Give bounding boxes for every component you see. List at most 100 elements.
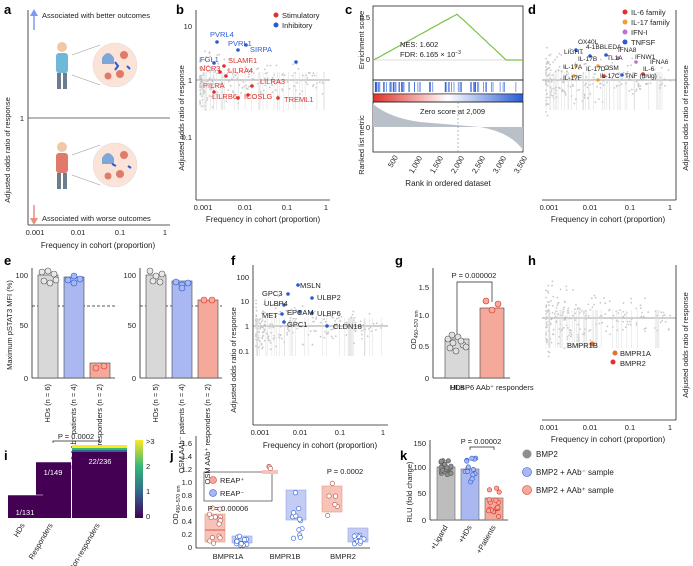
svg-text:1.0: 1.0 bbox=[419, 311, 429, 320]
panel-d: d Adjusted odds ratio of response 0.001 … bbox=[528, 2, 690, 224]
svg-text:EDA: EDA bbox=[608, 44, 622, 51]
svg-text:MSLN: MSLN bbox=[300, 281, 321, 290]
panel-d-ylabel: Adjusted odds ratio of response bbox=[681, 65, 690, 170]
panel-j: j OD450–570 nm 1.6 1.4 1.2 1.0 0.8 0.6 0.4 0.2 0… bbox=[169, 436, 370, 561]
k-pvalue: P = 0.00002 bbox=[461, 437, 502, 446]
panel-k: k RLU (fold change) 150 100 50 0 P = 0.0… bbox=[400, 437, 614, 555]
svg-text:1: 1 bbox=[20, 114, 24, 123]
j-pvalue-2: P = 0.0002 bbox=[327, 467, 363, 476]
panel-b: b Adjusted odds ratio of response 10 1 0… bbox=[176, 2, 330, 224]
svg-text:10: 10 bbox=[184, 22, 192, 31]
svg-text:0.4: 0.4 bbox=[182, 517, 192, 526]
svg-text:GPC3: GPC3 bbox=[262, 289, 282, 298]
panel-c-letter: c bbox=[345, 2, 352, 17]
svg-text:+Patients: +Patients bbox=[474, 523, 498, 555]
panel-k-letter: k bbox=[400, 448, 408, 463]
svg-text:TL1A: TL1A bbox=[607, 55, 623, 62]
svg-text:0: 0 bbox=[146, 512, 150, 521]
panel-j-letter: j bbox=[169, 448, 174, 463]
label-better: Associated with better outcomes bbox=[42, 11, 150, 20]
svg-text:EPCAM: EPCAM bbox=[287, 308, 314, 317]
c-zero-score: Zero score at 2,009 bbox=[420, 107, 485, 116]
svg-text:0.01: 0.01 bbox=[583, 423, 598, 432]
svg-text:0.001: 0.001 bbox=[540, 423, 559, 432]
svg-text:1: 1 bbox=[188, 76, 192, 85]
c-ranked-metric-area bbox=[373, 104, 523, 150]
svg-text:IFNA6: IFNA6 bbox=[650, 59, 669, 66]
svg-text:REAP⁺: REAP⁺ bbox=[220, 476, 244, 485]
c-enrichment-curve bbox=[372, 13, 523, 61]
panel-b-ylabel: Adjusted odds ratio of response bbox=[177, 65, 186, 170]
person-blue-icon bbox=[56, 42, 68, 89]
svg-text:0: 0 bbox=[425, 374, 429, 383]
svg-text:1: 1 bbox=[668, 203, 672, 212]
svg-text:3,000: 3,000 bbox=[491, 154, 508, 175]
i-heatmap-nonresponders bbox=[72, 445, 127, 518]
svg-text:1,500: 1,500 bbox=[428, 154, 445, 175]
panel-a-letter: a bbox=[4, 2, 12, 17]
svg-text:1: 1 bbox=[381, 428, 385, 437]
svg-text:1: 1 bbox=[668, 423, 672, 432]
svg-text:0: 0 bbox=[24, 374, 28, 383]
svg-text:0.5: 0.5 bbox=[360, 13, 370, 22]
svg-text:IL-17 family: IL-17 family bbox=[631, 18, 670, 27]
svg-text:4-1BBL: 4-1BBL bbox=[586, 44, 608, 51]
svg-text:50: 50 bbox=[128, 321, 136, 330]
e-ylabel: Maximum pSTAT3 MFI (%) bbox=[5, 280, 14, 370]
svg-text:+Ligand: +Ligand bbox=[428, 524, 449, 552]
svg-text:REAP⁻: REAP⁻ bbox=[220, 489, 244, 498]
k-legend-aab-neg: BMP2 + AAb⁻ sample bbox=[536, 468, 614, 477]
svg-text:IFN-I: IFN-I bbox=[631, 28, 648, 37]
c-xlabel: Rank in ordered dataset bbox=[405, 179, 491, 188]
panel-h: h Adjusted odds ratio of response 0.001 … bbox=[528, 253, 690, 444]
svg-text:IFNA8: IFNA8 bbox=[618, 47, 637, 54]
svg-text:BMPR1B: BMPR1B bbox=[270, 552, 301, 561]
svg-text:100: 100 bbox=[236, 273, 249, 282]
svg-text:TNF (drug): TNF (drug) bbox=[625, 73, 657, 80]
svg-text:2: 2 bbox=[146, 462, 150, 471]
b-label-ncr3: NCR3 bbox=[200, 64, 220, 73]
svg-text:GPC1: GPC1 bbox=[287, 320, 307, 329]
panel-d-xlabel: Frequency in cohort (proportion) bbox=[551, 215, 666, 224]
svg-text:0.1: 0.1 bbox=[282, 203, 292, 212]
b-label-lilrb6: LILRB6 bbox=[212, 92, 237, 101]
svg-text:0.8: 0.8 bbox=[182, 491, 192, 500]
panel-f-ylabel: Adjusted odds ratio of response bbox=[229, 307, 238, 412]
c-hit-ticks bbox=[374, 82, 517, 92]
panel-h-letter: h bbox=[528, 253, 536, 268]
svg-text:IL-6: IL-6 bbox=[643, 66, 655, 73]
svg-text:500: 500 bbox=[386, 154, 400, 169]
b-background-points bbox=[199, 40, 325, 111]
b-label-pvrl4: PVRL4 bbox=[210, 30, 234, 39]
c-fdr: FDR: 6.165 × 10−3 bbox=[400, 50, 461, 59]
svg-text:0: 0 bbox=[188, 543, 192, 552]
panel-a: a Adjusted odds ratio of response 1 0.00… bbox=[3, 2, 170, 250]
svg-text:1.4: 1.4 bbox=[182, 452, 192, 461]
svg-text:0.1: 0.1 bbox=[335, 428, 345, 437]
svg-text:1.5: 1.5 bbox=[419, 283, 429, 292]
c-xticks: 500 1,000 1,500 2,000 2,500 3,000 3,500 bbox=[386, 154, 529, 175]
panel-d-letter: d bbox=[528, 2, 536, 17]
svg-text:IL-17D: IL-17D bbox=[586, 66, 606, 73]
i-heatmap-responders bbox=[36, 462, 71, 518]
svg-text:IL-17C: IL-17C bbox=[600, 73, 620, 80]
panel-f-xlabel: Frequency in cohort (proportion) bbox=[263, 441, 378, 450]
svg-text:OSM AAb⁺ responders (n = 2): OSM AAb⁺ responders (n = 2) bbox=[203, 384, 212, 485]
svg-text:HDs: HDs bbox=[12, 521, 27, 538]
b-label-pvrl1: PVRL1 bbox=[228, 39, 252, 48]
svg-text:+HDs: +HDs bbox=[456, 523, 473, 544]
panel-a-ylabel: Adjusted odds ratio of response bbox=[3, 97, 12, 202]
svg-text:CLDN18: CLDN18 bbox=[333, 322, 362, 331]
panel-b-xlabel: Frequency in cohort (proportion) bbox=[206, 215, 321, 224]
b-label-sirpa: SIRPA bbox=[250, 45, 272, 54]
svg-text:HDs: HDs bbox=[450, 383, 465, 392]
svg-text:100: 100 bbox=[413, 463, 426, 472]
c-ylabel-top: Enrichment score bbox=[357, 11, 366, 69]
j-pvalue-1: P = 0.00006 bbox=[208, 504, 249, 513]
k-ylabel: RLU (fold change) bbox=[405, 461, 414, 522]
b-legend-stimulatory: Stimulatory bbox=[282, 11, 320, 20]
svg-text:3,500: 3,500 bbox=[512, 154, 529, 175]
c-rank-colorbar bbox=[372, 93, 524, 103]
svg-text:0: 0 bbox=[366, 123, 370, 132]
